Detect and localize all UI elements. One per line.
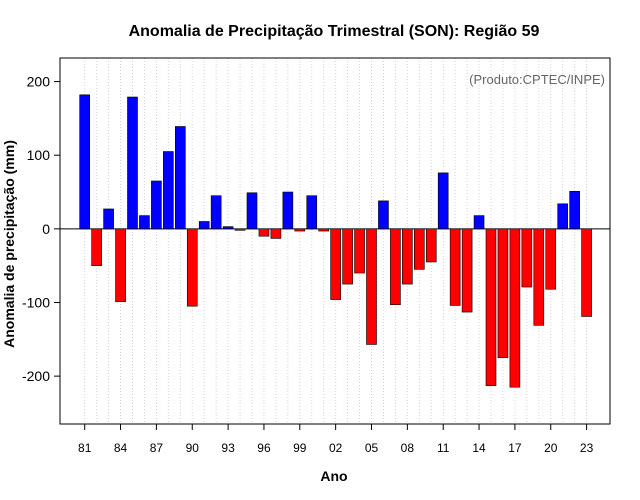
product-credit: (Produto:CPTEC/INPE) [469, 72, 605, 87]
bar-2017 [509, 228, 521, 388]
bar-2014 [473, 215, 485, 230]
x-tick-label: 81 [78, 441, 92, 455]
bar-1996 [258, 228, 270, 237]
bar-1998 [282, 191, 294, 230]
bar-1989 [175, 126, 186, 230]
bar-2008 [402, 228, 413, 285]
x-tick-label: 17 [508, 441, 522, 455]
bar-1988 [163, 151, 174, 230]
bar-1983 [103, 208, 114, 230]
bar-2007 [390, 228, 401, 306]
bars [79, 94, 592, 388]
bar-2010 [425, 228, 437, 263]
y-tick-label: 200 [27, 74, 51, 90]
x-tick-label: 20 [544, 441, 558, 455]
bar-2020 [545, 228, 557, 290]
bar-2000 [306, 195, 318, 230]
bar-2015 [485, 228, 497, 387]
y-tick-label: -100 [22, 294, 50, 310]
bar-2012 [449, 228, 461, 306]
bar-1984 [115, 228, 126, 303]
bar-1985 [127, 96, 138, 230]
bar-2013 [461, 228, 473, 313]
bar-1997 [270, 228, 282, 239]
bar-2006 [378, 200, 389, 230]
bar-2003 [342, 228, 353, 285]
bar-1992 [210, 195, 222, 230]
bar-2019 [533, 228, 545, 326]
bar-2021 [557, 203, 569, 230]
bar-1994 [234, 228, 246, 231]
x-tick-label: 02 [329, 441, 343, 455]
x-tick-label: 05 [365, 441, 379, 455]
x-tick-label: 93 [221, 441, 235, 455]
bar-2022 [569, 190, 580, 230]
bar-2009 [413, 228, 425, 270]
bar-1995 [246, 192, 258, 230]
bar-2016 [497, 228, 509, 359]
x-tick-label: 84 [114, 441, 128, 455]
chart-title: Anomalia de Precipitação Trimestral (SON… [129, 23, 540, 40]
x-tick-label: 23 [580, 441, 594, 455]
y-axis-label: Anomalia de precipitação (mm) [1, 140, 17, 348]
bar-2018 [521, 228, 533, 288]
x-tick-label: 11 [437, 441, 450, 455]
bar-1986 [139, 215, 150, 230]
bar-1999 [294, 228, 306, 232]
bar-2001 [318, 228, 330, 232]
bar-2002 [330, 228, 341, 300]
bar-2004 [354, 228, 365, 274]
bar-1991 [198, 221, 210, 230]
plot-area-frame [59, 57, 611, 425]
x-tick-label: 87 [150, 441, 164, 455]
bar-2011 [437, 172, 449, 230]
x-tick-label: 08 [401, 441, 415, 455]
bar-2023 [581, 228, 592, 317]
x-tick-label: 99 [293, 441, 307, 455]
x-tick-label: 90 [186, 441, 200, 455]
bar-1993 [222, 226, 234, 230]
bar-2005 [366, 228, 377, 345]
bar-1981 [79, 94, 90, 230]
x-axis-label: Ano [320, 468, 347, 484]
y-axis: -200 -100 0 100 200 [22, 74, 60, 384]
bar-1982 [91, 228, 102, 266]
bar-1987 [151, 180, 162, 230]
x-tick-label: 14 [472, 441, 486, 455]
x-tick-label: 96 [257, 441, 271, 455]
y-tick-label: 100 [27, 147, 51, 163]
x-axis: 81 84 87 90 93 96 99 02 05 08 11 14 17 20 23 [78, 424, 594, 455]
bar-1990 [186, 228, 198, 307]
y-tick-label: 0 [42, 221, 50, 237]
y-tick-label: -200 [22, 368, 50, 384]
